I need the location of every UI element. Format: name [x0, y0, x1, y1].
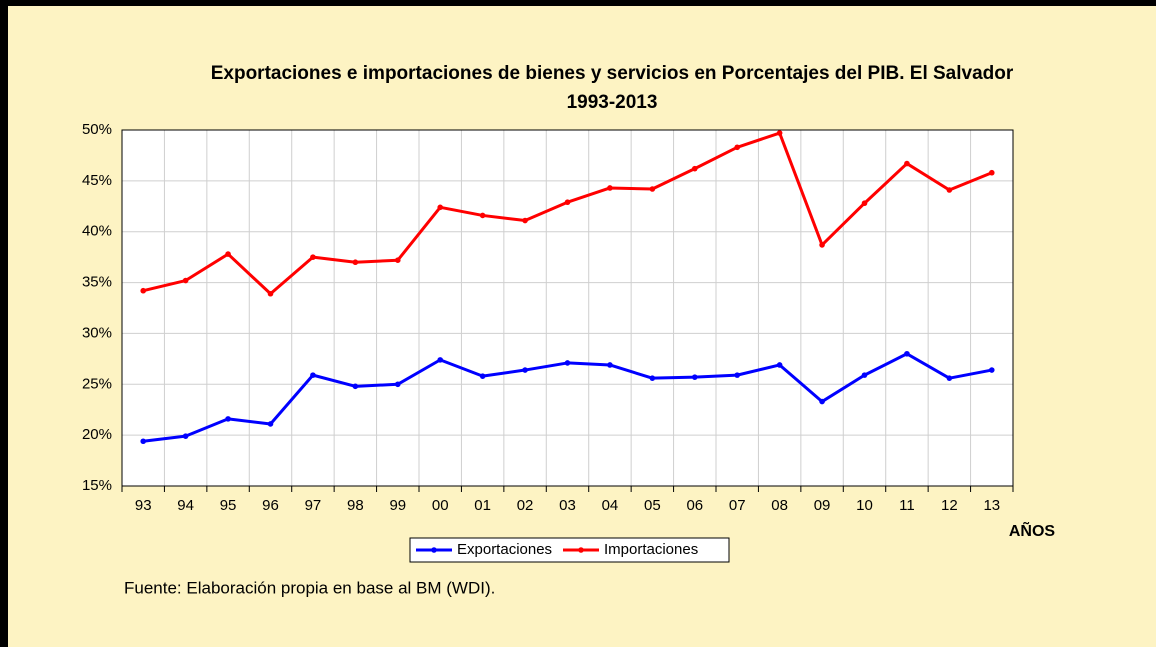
- frame-left: [0, 0, 8, 647]
- point: [352, 383, 359, 390]
- y-tick-label: 25%: [82, 375, 112, 392]
- x-tick-label: 08: [771, 497, 788, 514]
- x-axis-label: AÑOS: [1009, 520, 1056, 540]
- point: [691, 374, 698, 380]
- point: [437, 204, 444, 211]
- x-tick-label: 99: [389, 497, 406, 514]
- point: [310, 254, 316, 260]
- point: [140, 287, 147, 294]
- point: [522, 217, 528, 224]
- x-tick-label: 06: [686, 497, 703, 514]
- y-tick-label: 45%: [82, 172, 112, 189]
- x-tick-label: 98: [347, 497, 364, 514]
- point: [734, 372, 741, 378]
- x-tick-label: 94: [177, 497, 194, 514]
- y-tick-label: 40%: [82, 223, 112, 240]
- point: [479, 373, 486, 379]
- chart-title: 1993-2013: [567, 92, 658, 113]
- x-tick-label: 01: [474, 497, 491, 514]
- x-tick-label: 13: [983, 497, 1000, 514]
- point: [819, 242, 825, 248]
- point: [225, 416, 231, 422]
- point: [310, 372, 316, 378]
- point: [988, 169, 995, 176]
- point: [946, 187, 953, 193]
- source-note: Fuente: Elaboración propia en base al BM…: [124, 578, 495, 597]
- x-tick-label: 04: [602, 497, 619, 514]
- y-tick-label: 50%: [82, 121, 112, 138]
- point: [225, 251, 231, 257]
- x-tick-label: 97: [305, 497, 322, 514]
- x-tick-label: 11: [899, 497, 915, 514]
- point: [776, 130, 783, 136]
- x-tick-label: 96: [262, 497, 279, 514]
- y-tick-label: 15%: [82, 477, 112, 494]
- x-tick-label: 09: [814, 497, 831, 514]
- point: [904, 350, 910, 357]
- point: [776, 362, 783, 368]
- point: [394, 257, 401, 263]
- point: [607, 185, 613, 191]
- x-tick-label: 10: [856, 497, 873, 514]
- x-tick-label: 95: [220, 497, 237, 514]
- y-tick-label: 20%: [82, 426, 112, 443]
- point: [182, 433, 189, 439]
- frame-top: [0, 0, 1156, 6]
- point: [691, 165, 698, 172]
- y-tick-label: 30%: [82, 324, 112, 341]
- point: [861, 372, 868, 378]
- chart-title: Exportaciones e importaciones de bienes …: [211, 63, 1014, 84]
- point: [437, 357, 444, 363]
- legend-label: Importaciones: [604, 541, 698, 558]
- x-tick-label: 02: [517, 497, 534, 514]
- x-tick-label: 12: [941, 497, 958, 514]
- point: [140, 438, 147, 445]
- legend-label: Exportaciones: [457, 541, 552, 558]
- point: [607, 362, 613, 368]
- y-tick-label: 35%: [82, 274, 112, 291]
- point: [734, 144, 741, 151]
- point: [904, 160, 910, 167]
- point: [479, 212, 486, 219]
- point: [267, 290, 274, 297]
- x-tick-label: 93: [135, 497, 152, 514]
- point: [861, 200, 868, 207]
- point: [564, 199, 571, 206]
- legend-swatch-point: [578, 547, 584, 553]
- point: [564, 360, 571, 366]
- x-tick-label: 07: [729, 497, 746, 514]
- point: [988, 367, 995, 373]
- point: [819, 398, 825, 405]
- point: [649, 186, 656, 192]
- point: [352, 259, 359, 266]
- point: [946, 375, 953, 381]
- plot-area: [122, 130, 1013, 486]
- point: [267, 421, 274, 427]
- legend-swatch-point: [431, 547, 437, 553]
- plot-border: [121, 129, 1014, 487]
- point: [522, 367, 528, 373]
- point: [394, 381, 401, 388]
- x-tick-label: 00: [432, 497, 449, 514]
- point: [182, 277, 189, 284]
- x-tick-label: 03: [559, 497, 576, 514]
- point: [649, 375, 656, 381]
- x-tick-label: 05: [644, 497, 661, 514]
